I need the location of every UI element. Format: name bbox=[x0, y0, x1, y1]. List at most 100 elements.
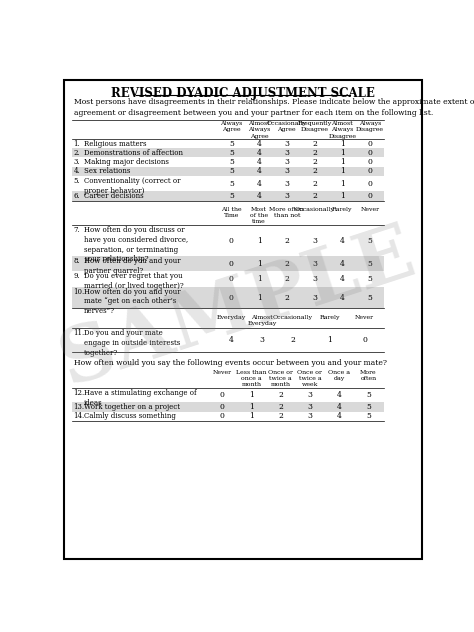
Text: 3: 3 bbox=[284, 149, 289, 157]
Text: 4: 4 bbox=[256, 140, 262, 148]
Text: 3: 3 bbox=[284, 167, 289, 175]
Text: 5: 5 bbox=[229, 140, 234, 148]
Text: 0: 0 bbox=[229, 275, 234, 283]
Text: 1: 1 bbox=[340, 140, 345, 148]
Text: 5: 5 bbox=[229, 179, 234, 188]
Text: Once a
day: Once a day bbox=[328, 370, 350, 381]
Text: Never: Never bbox=[213, 370, 232, 375]
Text: Making major decisions: Making major decisions bbox=[83, 158, 168, 166]
Text: 2: 2 bbox=[312, 192, 317, 200]
Text: 2.: 2. bbox=[73, 149, 80, 157]
Text: 0: 0 bbox=[367, 149, 373, 157]
Text: 8.: 8. bbox=[73, 257, 80, 265]
Text: Conventionality (correct or
proper behavior): Conventionality (correct or proper behav… bbox=[83, 177, 180, 195]
Text: Have a stimulating exchange of
ideas: Have a stimulating exchange of ideas bbox=[83, 389, 196, 407]
Text: 0: 0 bbox=[229, 236, 234, 245]
Text: Occasionally
Agree: Occasionally Agree bbox=[267, 121, 307, 133]
Text: Calmly discuss something: Calmly discuss something bbox=[83, 412, 175, 420]
Text: How often do you discuss or
have you considered divorce,
separation, or terminat: How often do you discuss or have you con… bbox=[83, 226, 188, 264]
Text: 3: 3 bbox=[312, 236, 317, 245]
Text: More
often: More often bbox=[360, 370, 377, 381]
Text: 4: 4 bbox=[256, 179, 262, 188]
Text: 3: 3 bbox=[312, 294, 317, 301]
Text: 3: 3 bbox=[308, 391, 312, 399]
Text: 1: 1 bbox=[340, 179, 345, 188]
Text: Almost
Always
Disagree: Almost Always Disagree bbox=[328, 121, 356, 138]
Text: Do you and your mate
engage in outside interests
together?: Do you and your mate engage in outside i… bbox=[83, 329, 180, 357]
Text: 2: 2 bbox=[284, 275, 289, 283]
Text: Once or
twice a
week: Once or twice a week bbox=[298, 370, 322, 387]
Text: Do you ever regret that you
married (or lived together)?: Do you ever regret that you married (or … bbox=[83, 272, 183, 290]
Text: 4: 4 bbox=[337, 391, 342, 399]
Text: 2: 2 bbox=[312, 179, 317, 188]
Text: 5: 5 bbox=[366, 403, 371, 411]
Text: Always
Disagree: Always Disagree bbox=[356, 121, 384, 133]
Text: 2: 2 bbox=[284, 294, 289, 301]
Text: Frequently
Disagree: Frequently Disagree bbox=[297, 121, 332, 133]
Text: 5: 5 bbox=[367, 260, 373, 268]
Text: 3: 3 bbox=[284, 192, 289, 200]
Text: Almost
Everyday: Almost Everyday bbox=[247, 315, 277, 325]
Text: 3: 3 bbox=[260, 336, 264, 344]
Text: Rarely: Rarely bbox=[319, 315, 340, 320]
Text: 2: 2 bbox=[312, 140, 317, 148]
Text: Less than
once a
month: Less than once a month bbox=[236, 370, 267, 387]
Text: 1: 1 bbox=[256, 294, 262, 301]
Text: Occasionally: Occasionally bbox=[273, 315, 313, 320]
Text: 5.: 5. bbox=[73, 177, 80, 185]
Text: 6.: 6. bbox=[73, 192, 80, 200]
Text: 4.: 4. bbox=[73, 167, 80, 176]
Text: 9.: 9. bbox=[73, 272, 80, 280]
Text: 12.: 12. bbox=[73, 389, 85, 398]
Text: Sex relations: Sex relations bbox=[83, 167, 130, 176]
Text: 3.: 3. bbox=[73, 158, 80, 166]
Text: Always
Agree: Always Agree bbox=[220, 121, 243, 133]
Text: 4: 4 bbox=[340, 294, 345, 301]
Text: REVISED DYADIC ADJUSTMENT SCALE: REVISED DYADIC ADJUSTMENT SCALE bbox=[111, 87, 375, 100]
Text: 0: 0 bbox=[367, 140, 373, 148]
Text: 5: 5 bbox=[367, 294, 373, 301]
Text: How often do you and your
partner quarrel?: How often do you and your partner quarre… bbox=[83, 257, 180, 274]
Text: 3: 3 bbox=[308, 403, 312, 411]
Text: 1: 1 bbox=[256, 275, 262, 283]
Text: Work together on a project: Work together on a project bbox=[83, 403, 180, 411]
Text: Demonstrations of affection: Demonstrations of affection bbox=[83, 149, 182, 157]
Text: 1: 1 bbox=[340, 192, 345, 200]
Text: 1.: 1. bbox=[73, 140, 80, 148]
Text: 3: 3 bbox=[308, 412, 312, 420]
Text: Most persons have disagreements in their relationships. Please indicate below th: Most persons have disagreements in their… bbox=[74, 98, 474, 116]
Text: 2: 2 bbox=[312, 149, 317, 157]
Text: 4: 4 bbox=[337, 403, 342, 411]
Text: Everyday: Everyday bbox=[217, 315, 246, 320]
Text: More often
than not: More often than not bbox=[269, 207, 304, 218]
Text: 0: 0 bbox=[219, 412, 225, 420]
Text: 2: 2 bbox=[278, 391, 283, 399]
FancyBboxPatch shape bbox=[72, 167, 384, 176]
Text: 1: 1 bbox=[256, 260, 262, 268]
Text: 10.: 10. bbox=[73, 288, 85, 296]
Text: How often would you say the following events occur between you and your mate?: How often would you say the following ev… bbox=[74, 359, 387, 367]
Text: 4: 4 bbox=[340, 236, 345, 245]
Text: 5: 5 bbox=[367, 236, 373, 245]
FancyBboxPatch shape bbox=[64, 80, 421, 559]
Text: How often do you and your
mate “get on each other’s
nerves”?: How often do you and your mate “get on e… bbox=[83, 288, 180, 315]
Text: 0: 0 bbox=[367, 179, 373, 188]
Text: Never: Never bbox=[355, 315, 374, 320]
Text: 1: 1 bbox=[340, 149, 345, 157]
Text: 2: 2 bbox=[312, 158, 317, 166]
Text: 7.: 7. bbox=[73, 226, 80, 234]
Text: SAMPLE: SAMPLE bbox=[51, 216, 424, 401]
Text: Occasionally: Occasionally bbox=[294, 207, 335, 212]
FancyBboxPatch shape bbox=[72, 149, 384, 157]
Text: 3: 3 bbox=[284, 140, 289, 148]
Text: 3: 3 bbox=[284, 179, 289, 188]
Text: 0: 0 bbox=[219, 403, 225, 411]
Text: Rarely: Rarely bbox=[332, 207, 353, 212]
Text: 5: 5 bbox=[366, 412, 371, 420]
Text: 0: 0 bbox=[229, 260, 234, 268]
Text: 5: 5 bbox=[229, 167, 234, 175]
Text: Most
of the
time: Most of the time bbox=[250, 207, 268, 224]
FancyBboxPatch shape bbox=[72, 191, 384, 200]
Text: 1: 1 bbox=[340, 158, 345, 166]
Text: 1: 1 bbox=[256, 236, 262, 245]
